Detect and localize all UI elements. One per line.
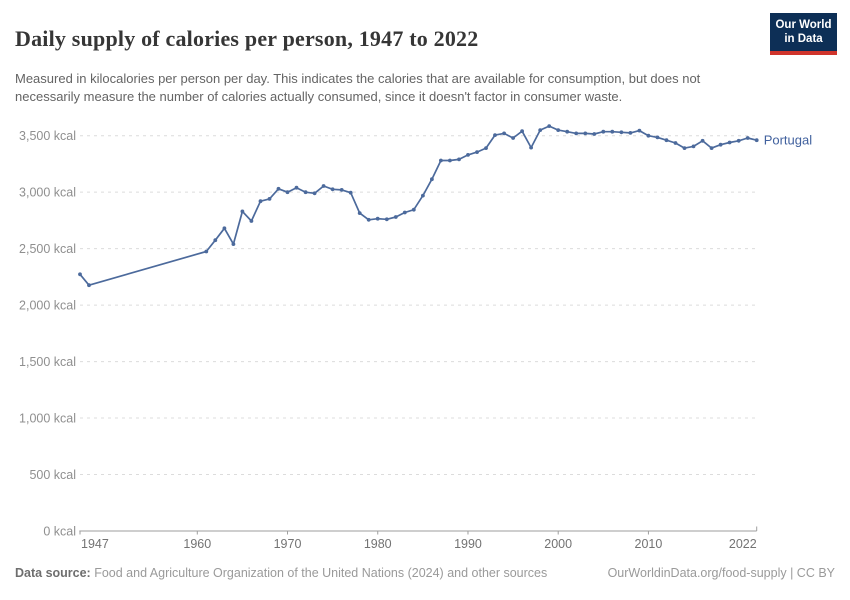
data-point [601,129,606,134]
x-axis-tick-label: 1947 [81,537,109,551]
line-chart-plot-area[interactable]: 0 kcal 500 kcal 1,000 kcal 1,500 kcal 2,000 … [0,118,850,560]
data-point [258,199,263,204]
y-axis-tick-label: 1,000 kcal [19,411,76,425]
data-line [79,125,758,287]
data-point [475,150,479,154]
data-point [637,128,642,133]
data-point [754,138,759,143]
data-point [285,190,290,195]
x-axis-tick-label: 1960 [183,537,211,551]
y-axis-tick-label: 2,000 kcal [19,298,76,312]
data-point [249,219,254,223]
data-point [484,146,488,150]
data-point [78,272,82,277]
data-point [330,187,335,192]
data-point [493,133,497,137]
data-point [303,190,308,195]
data-point [384,217,389,222]
chart-subtitle: Measured in kilocalories per person per … [15,71,701,105]
x-axis-tick-label: 1970 [274,537,302,551]
x-axis-tick-label: 1990 [454,537,482,551]
x-axis-tick-label: 2010 [635,537,663,551]
data-point [619,130,624,135]
data-source-text: Food and Agriculture Organization of the… [90,566,548,580]
owid-logo-line2: in Data [784,33,823,45]
data-point [294,185,299,190]
x-axis-tick-label: 2000 [544,537,572,551]
data-point [547,124,552,128]
y-axis-tick-label: 0 kcal [43,524,76,538]
data-point [321,184,326,188]
y-axis-tick-label: 1,500 kcal [19,355,76,369]
data-point [466,153,470,157]
data-point [700,138,705,143]
data-point [222,226,227,231]
data-point [511,136,515,140]
data-point [520,129,524,134]
data-point [574,131,579,136]
data-point [745,136,750,140]
data-point [457,157,461,162]
data-point [448,158,452,163]
data-point [664,138,669,143]
x-axis-tick-label: 2022 [729,537,757,551]
data-point [393,215,398,219]
chart-footer: Data source: Food and Agriculture Organi… [15,566,835,580]
y-axis-tick-label: 500 kcal [29,468,76,482]
data-point [682,146,687,150]
data-point [718,142,723,147]
data-point [502,131,506,136]
owid-logo[interactable]: Our World in Data [770,13,837,55]
data-point [366,217,371,222]
data-point [646,133,651,138]
data-point [583,131,588,136]
data-point [276,186,281,191]
data-point [402,210,407,215]
data-point [556,128,561,132]
owid-cc-link[interactable]: OurWorldinData.org/food-supply | CC BY [607,566,835,580]
data-point [709,146,714,150]
data-point [610,129,615,134]
data-point [628,131,633,135]
data-point [339,188,344,192]
series-label-portugal: Portugal [764,133,813,148]
data-point [312,191,317,196]
data-point [673,141,678,145]
data-point [267,197,272,201]
data-point [411,207,416,212]
data-point [592,132,597,136]
data-point [529,145,533,150]
data-point [87,283,91,288]
owid-logo-line1: Our World [775,18,832,31]
data-point [430,177,434,182]
data-point [691,144,696,149]
data-point [357,211,362,215]
y-axis-tick-label: 3,500 kcal [19,129,76,143]
data-point [439,158,443,163]
data-point [538,128,543,132]
data-source-label: Data source: [15,566,91,580]
chart-title: Daily supply of calories per person, 194… [15,25,479,51]
data-point [213,238,218,243]
data-point [375,216,380,221]
data-point [348,190,353,195]
data-source-note: Data source: Food and Agriculture Organi… [15,566,547,580]
data-point [421,193,425,198]
data-point [204,249,209,254]
data-point [727,140,732,145]
data-point [655,135,660,140]
y-axis-tick-label: 3,000 kcal [19,185,76,199]
data-point [565,129,570,134]
x-axis-tick-label: 1980 [364,537,392,551]
y-axis-tick-label: 2,500 kcal [19,242,76,256]
data-point [736,138,741,143]
data-point [240,209,245,214]
data-point [231,242,236,246]
